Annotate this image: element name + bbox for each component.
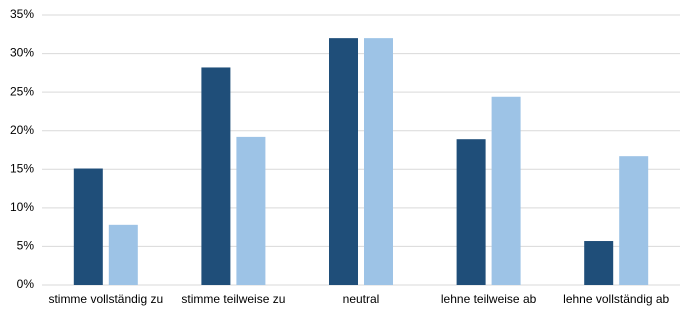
- y-tick-label: 35%: [10, 7, 34, 21]
- x-tick-label: lehne vollständig ab: [563, 292, 669, 306]
- y-tick-label: 5%: [17, 239, 35, 253]
- x-tick-label: stimme vollständig zu: [48, 292, 163, 306]
- bar: [619, 156, 649, 285]
- bar: [329, 38, 358, 286]
- y-tick-label: 15%: [10, 161, 34, 175]
- y-tick-label: 30%: [10, 46, 34, 60]
- x-tick-label: neutral: [343, 292, 380, 306]
- bar: [456, 139, 486, 285]
- x-tick-label: lehne teilweise ab: [441, 292, 537, 306]
- y-tick-label: 0%: [17, 277, 35, 291]
- y-tick-label: 25%: [10, 84, 34, 98]
- y-tick-label: 20%: [10, 123, 34, 137]
- bar: [364, 38, 393, 286]
- bar: [491, 96, 521, 286]
- bar: [201, 67, 231, 285]
- x-tick-label: stimme teilweise zu: [181, 292, 285, 306]
- bar: [584, 241, 614, 285]
- y-tick-label: 10%: [10, 200, 34, 214]
- bar: [236, 136, 266, 285]
- bar: [73, 168, 103, 285]
- bar: [108, 224, 138, 285]
